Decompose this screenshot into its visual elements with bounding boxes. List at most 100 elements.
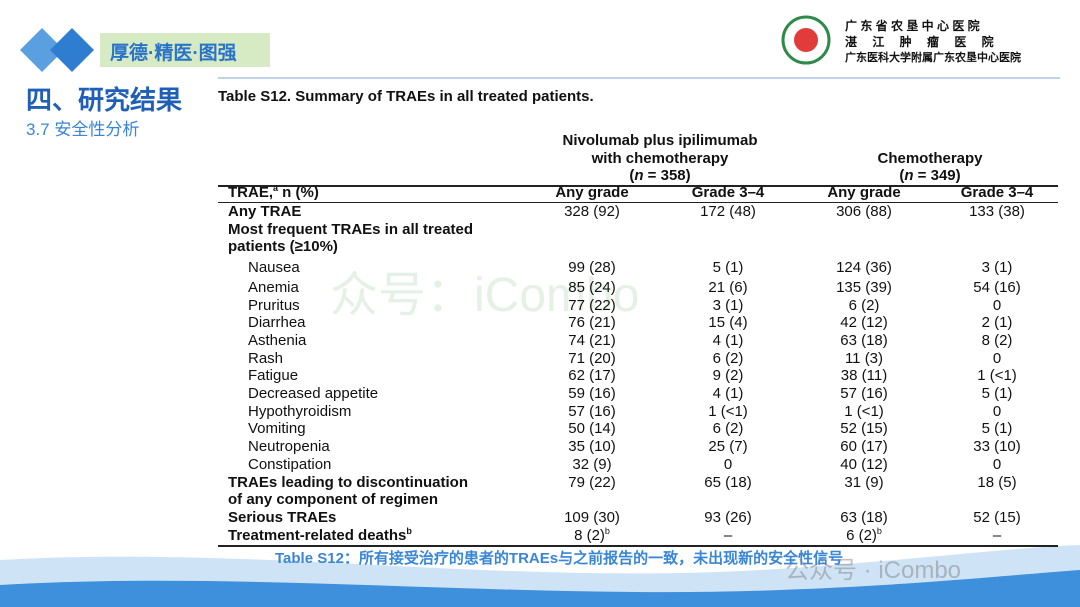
value-text: 8 (2)	[574, 526, 605, 544]
column-header-sup: a	[273, 183, 279, 193]
value-cell: 1 (<1)	[844, 402, 884, 420]
value-cell: 0	[992, 402, 1002, 420]
value-cell: 306 (88)	[836, 203, 892, 220]
row-label: Treatment-related deathsb	[228, 525, 412, 544]
value-cell: 124 (36)	[836, 258, 892, 276]
group-header: Chemotherapy	[877, 149, 983, 167]
row-label: Constipation	[248, 455, 332, 473]
value-cell: 6 (2)b	[764, 526, 964, 545]
group-n: (n = 358)	[560, 167, 760, 185]
table-title: Table S12. Summary of TRAEs in all treat…	[218, 88, 594, 105]
row-label: Serious TRAEs	[228, 508, 337, 526]
value-cell: 25 (7)	[708, 438, 748, 456]
value-cell: 0	[992, 349, 1002, 367]
value-cell: 74 (21)	[568, 331, 616, 349]
row-label: Fatigue	[248, 367, 299, 385]
value-cell: 62 (17)	[568, 367, 616, 385]
column-header: TRAE,a n (%)	[228, 184, 319, 202]
value-cell: 40 (12)	[840, 455, 888, 473]
wave	[0, 570, 1080, 607]
row-label: Pruritus	[248, 296, 300, 314]
value-cell: 42 (12)	[840, 314, 888, 332]
group-n-part: (	[899, 167, 905, 184]
value-cell: 33 (10)	[973, 438, 1021, 456]
watermark: 公众号 · iCombo	[785, 557, 962, 584]
diamond	[20, 28, 64, 72]
row-label: Hypothyroidism	[248, 402, 352, 420]
row-label: Anemia	[248, 278, 299, 296]
value-text: 6 (2)	[846, 526, 877, 544]
diamond	[50, 28, 94, 72]
value-cell: 3 (1)	[712, 296, 744, 314]
value-cell: 71 (20)	[568, 349, 616, 367]
value-cell: 5 (1)	[981, 420, 1013, 438]
value-cell: 54 (16)	[973, 278, 1021, 296]
row-label: Vomiting	[248, 420, 306, 438]
value-cell: 6 (2)	[848, 296, 880, 314]
group-n-part: = 349)	[913, 167, 961, 184]
rule	[218, 185, 1058, 187]
value-cell: 59 (16)	[568, 385, 616, 402]
value-cell: 38 (11)	[840, 367, 888, 385]
row-label: patients (≥10%)	[228, 238, 338, 256]
group-n-part: = 358)	[643, 167, 691, 184]
value-cell: 99 (28)	[568, 258, 616, 276]
value-cell: 8 (2)	[981, 331, 1013, 349]
value-cell: 15 (4)	[708, 314, 748, 332]
value-cell: 4 (1)	[712, 385, 744, 402]
value-cell: 0	[992, 455, 1002, 473]
value-cell: 2 (1)	[981, 314, 1013, 332]
value-cell: –	[992, 526, 1002, 544]
value-cell: 328 (92)	[564, 203, 620, 220]
value-cell: 93 (26)	[704, 508, 752, 526]
value-cell: –	[723, 526, 733, 544]
subheader: Grade 3–4	[960, 184, 1034, 201]
value-cell: 133 (38)	[969, 203, 1025, 220]
value-cell: 31 (9)	[844, 473, 884, 491]
value-cell: 65 (18)	[704, 473, 752, 491]
value-cell: 0	[992, 296, 1002, 314]
value-cell: 135 (39)	[836, 278, 892, 296]
value-cell: 52 (15)	[840, 420, 888, 438]
row-label: Asthenia	[248, 331, 307, 349]
value-cell: 8 (2)b	[492, 526, 692, 545]
section-title: 四、研究结果	[26, 85, 183, 115]
hospital-logo-core	[794, 28, 818, 52]
subheader: Grade 3–4	[691, 184, 765, 201]
value-cell: 57 (16)	[840, 385, 888, 402]
value-cell: 109 (30)	[564, 508, 620, 526]
value-cell: 32 (9)	[572, 455, 612, 473]
rule	[218, 202, 1058, 203]
group-n-part: n	[634, 167, 644, 184]
value-cell: 5 (1)	[981, 385, 1013, 402]
value-cell: 11 (3)	[844, 349, 884, 367]
value-cell: 50 (14)	[568, 420, 616, 438]
hospital-line: 广东医科大学附属广东农垦中心医院	[845, 52, 1021, 64]
group-n-part: (	[629, 167, 635, 184]
value-cell: 1 (<1)	[977, 367, 1017, 385]
value-cell: 76 (21)	[568, 314, 616, 332]
value-cell: 85 (24)	[568, 278, 616, 296]
value-cell: 1 (<1)	[708, 402, 748, 420]
hospital-names: 广 东 省 农 垦 中 心 医 院 湛 江 肿 瘤 医 院 广东医科大学附属广东…	[845, 18, 1021, 66]
caption: Table S12：所有接受治疗的患者的TRAEs与之前报告的一致，未出现新的安…	[275, 550, 844, 567]
value-cell: 6 (2)	[712, 420, 744, 438]
slogan: 厚德·精医·图强	[110, 43, 237, 64]
value-cell: 3 (1)	[981, 258, 1013, 276]
value-cell: 35 (10)	[568, 438, 616, 456]
row-label: Any TRAE	[228, 203, 302, 220]
value-cell: 21 (6)	[708, 278, 748, 296]
value-cell: 5 (1)	[712, 258, 744, 276]
group-header: Nivolumab plus ipilimumab	[562, 132, 758, 149]
row-label: Diarrhea	[248, 314, 306, 332]
row-label: of any component of regimen	[228, 491, 439, 509]
watermark: 众号：iCombo	[330, 269, 640, 322]
group-n: (n = 349)	[830, 167, 1030, 185]
value-cell: 18 (5)	[977, 473, 1017, 491]
value-cell: 172 (48)	[700, 203, 756, 220]
value-cell: 9 (2)	[712, 367, 744, 385]
value-cell: 63 (18)	[840, 331, 888, 349]
row-label: Rash	[248, 349, 284, 367]
